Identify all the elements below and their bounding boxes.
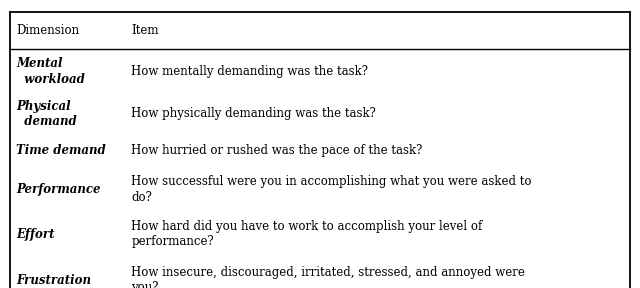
Text: Performance: Performance: [16, 183, 100, 196]
Text: How successful were you in accomplishing what you were asked to
do?: How successful were you in accomplishing…: [131, 175, 532, 204]
Text: How mentally demanding was the task?: How mentally demanding was the task?: [131, 65, 368, 78]
Text: Item: Item: [131, 24, 159, 37]
Text: Dimension: Dimension: [16, 24, 79, 37]
Text: How insecure, discouraged, irritated, stressed, and annoyed were
you?: How insecure, discouraged, irritated, st…: [131, 266, 525, 288]
Text: Frustration: Frustration: [16, 274, 91, 287]
Text: How physically demanding was the task?: How physically demanding was the task?: [131, 107, 376, 120]
Text: Physical
  demand: Physical demand: [16, 100, 77, 128]
Text: Mental
  workload: Mental workload: [16, 57, 85, 86]
Text: Time demand: Time demand: [16, 144, 106, 157]
Text: How hurried or rushed was the pace of the task?: How hurried or rushed was the pace of th…: [131, 144, 422, 157]
Text: How hard did you have to work to accomplish your level of
performance?: How hard did you have to work to accompl…: [131, 220, 483, 248]
Text: Effort: Effort: [16, 228, 54, 240]
